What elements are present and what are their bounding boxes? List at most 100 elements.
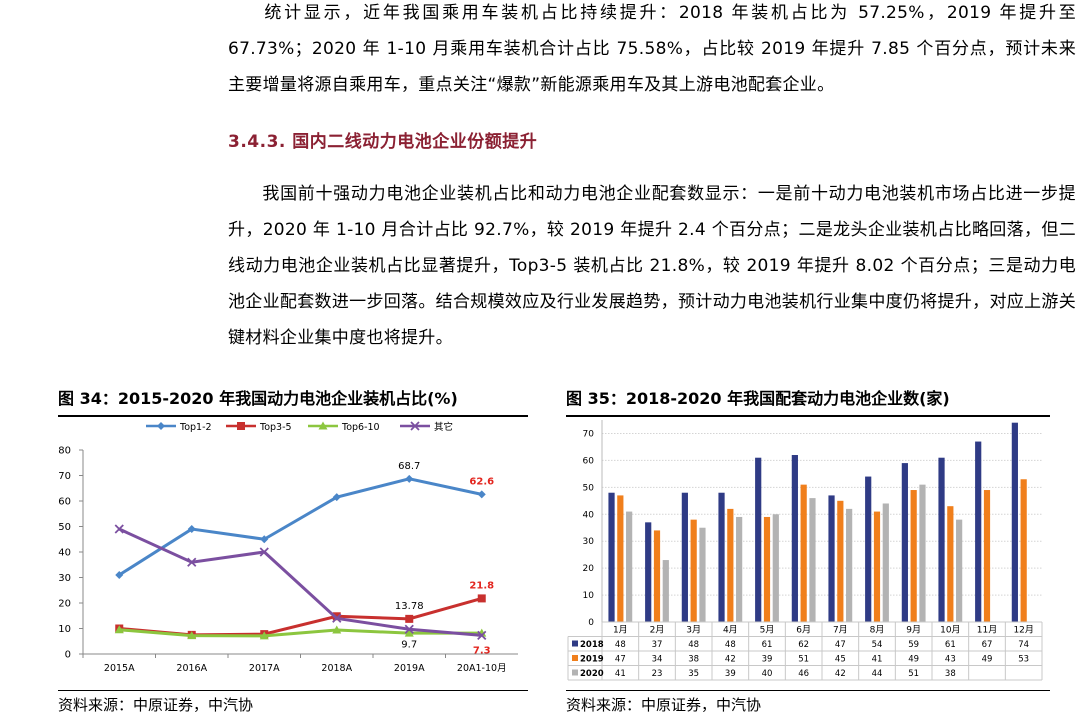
table-value: 49 (908, 655, 919, 665)
data-point (259, 547, 269, 557)
x-tick-label: 2015A (104, 663, 135, 674)
legend-label: 2018 (580, 640, 604, 650)
bar (975, 441, 982, 622)
data-point (404, 624, 414, 634)
x-tick-label: 2月 (650, 625, 665, 636)
bar (653, 530, 661, 622)
y-tick-label: 10 (58, 624, 71, 635)
figure35-title: 图 35：2018-2020 年我国配套动力电池企业数(家) (566, 385, 1050, 417)
series-2020 (626, 484, 963, 622)
legend-label: Top6-10 (341, 422, 380, 433)
table-value: 38 (945, 669, 956, 679)
figure35-source: 资料来源：中原证券，中汽协 (566, 696, 762, 714)
bar (645, 522, 652, 622)
x-tick-label: 2019A (394, 663, 425, 674)
legend-marker (237, 422, 245, 430)
table-value: 61 (945, 640, 956, 650)
table-value: 42 (835, 669, 846, 679)
y-tick-label: 10 (583, 591, 595, 601)
x-tick-label: 11月 (977, 625, 997, 636)
table-value: 46 (798, 669, 809, 679)
data-point (187, 525, 196, 534)
bar (919, 484, 926, 622)
bar (608, 492, 615, 622)
bar (727, 508, 734, 622)
bar (626, 511, 633, 622)
bar (956, 519, 963, 622)
series-Top6-10 (114, 625, 487, 640)
table-value: 51 (798, 655, 809, 665)
legend-item: Top1-2 (146, 422, 212, 433)
x-tick-label: 2018A (321, 663, 352, 674)
data-point (477, 594, 486, 603)
data-point (404, 628, 414, 637)
data-point (259, 631, 269, 640)
data-point (114, 625, 124, 634)
bar (983, 490, 991, 622)
table-value: 49 (982, 655, 993, 665)
legend-label: 2019 (580, 655, 604, 665)
bar (873, 511, 881, 622)
bar (837, 500, 844, 622)
legend-marker (410, 421, 420, 431)
table-value: 59 (908, 640, 919, 650)
y-tick-label: 60 (58, 497, 71, 508)
bar (791, 455, 798, 622)
figure34-bottom-rule (58, 690, 528, 691)
legend-label: 2020 (580, 669, 604, 679)
x-tick-label: 5月 (760, 625, 775, 636)
legend-marker (157, 422, 165, 430)
data-point (187, 631, 197, 640)
legend-item: Top3-5 (226, 422, 292, 433)
section-title: 3.4.3. 国内二线动力电池企业份额提升 (228, 132, 538, 152)
figure34-title: 图 34：2015-2020 年我国动力电池企业装机占比(%) (58, 385, 528, 417)
figure34-line-chart: Top1-2 Top3-5 Top6-10 其它 0 10 20 30 40 50 60 70 80 20… (58, 421, 518, 674)
table-value: 47 (615, 655, 626, 665)
table-value: 47 (835, 640, 846, 650)
bar (947, 506, 954, 622)
legend-swatch (572, 669, 578, 676)
data-point (332, 493, 341, 502)
data-point (260, 535, 269, 544)
y-tick-label: 50 (583, 483, 595, 493)
data-point (477, 630, 487, 641)
legend-marker (318, 421, 328, 430)
y-tick-label: 80 (58, 446, 71, 457)
bar (736, 516, 743, 622)
table-value: 37 (652, 640, 663, 650)
y-tick-label: 50 (58, 522, 71, 533)
bar (763, 516, 771, 622)
y-tick-label: 70 (583, 429, 595, 439)
x-tick-label: 1月 (613, 625, 628, 636)
table-value: 23 (652, 669, 663, 679)
data-point (405, 614, 414, 623)
bar (809, 498, 816, 622)
bar (828, 495, 835, 622)
table-value: 35 (688, 669, 699, 679)
bar (617, 495, 624, 622)
bar (910, 490, 917, 622)
data-label: 7.3 (473, 645, 491, 656)
y-tick-label: 40 (583, 510, 595, 520)
data-point (332, 612, 341, 621)
bar (1020, 479, 1027, 622)
data-point (477, 490, 486, 499)
figure34-source: 资料来源：中原证券，中汽协 (58, 696, 254, 714)
x-tick-label: 2016A (176, 663, 207, 674)
bar (846, 508, 853, 622)
x-tick-label: 8月 (870, 625, 885, 636)
table-value: 39 (762, 655, 773, 665)
table-value: 53 (1018, 655, 1029, 665)
bar (699, 527, 706, 622)
table-value: 40 (762, 669, 773, 679)
table-value: 41 (615, 669, 626, 679)
data-point (405, 474, 414, 483)
x-tick-label: 10月 (940, 625, 960, 636)
data-point (114, 524, 124, 534)
series-Top1-2 (115, 474, 486, 579)
bar (718, 492, 725, 622)
plot-area (602, 420, 1042, 622)
table-value: 45 (835, 655, 846, 665)
table-value: 39 (725, 669, 736, 679)
